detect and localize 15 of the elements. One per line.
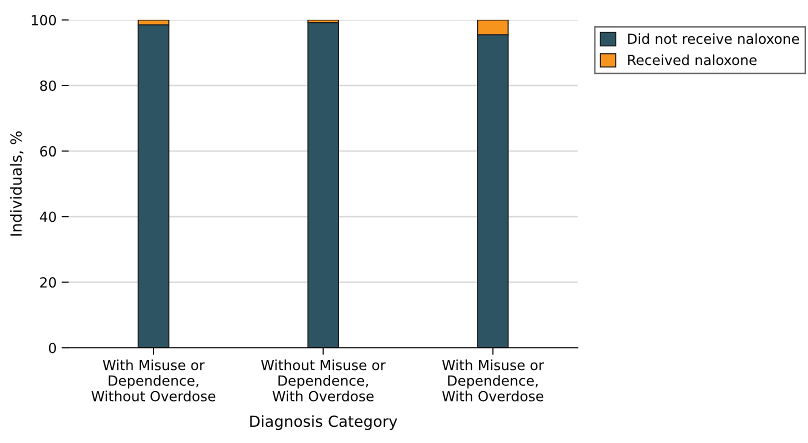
x-tick-label: Without Misuse or Dependence, With Overdose: [261, 360, 386, 402]
y-tick-label: 0: [48, 342, 56, 354]
y-tick-label: 100: [32, 14, 56, 26]
bar: [138, 24, 170, 348]
y-tick-label: 20: [40, 277, 56, 288]
y-tick-label: 40: [40, 212, 56, 222]
y-axis-title: Individuals, %: [10, 131, 24, 236]
bar: [307, 22, 340, 348]
y-tick-label: 60: [40, 146, 56, 157]
legend-label: Did not receive naloxone: [628, 33, 800, 44]
x-axis-title: Diagnosis Category: [250, 415, 398, 430]
y-tick-label: 80: [40, 80, 56, 91]
x-tick-label: With Misuse or Dependence, Without Overdose: [92, 360, 216, 402]
legend-label: Received naloxone: [628, 54, 757, 66]
x-tick-label: With Misuse or Dependence, With Overdose: [442, 360, 544, 402]
